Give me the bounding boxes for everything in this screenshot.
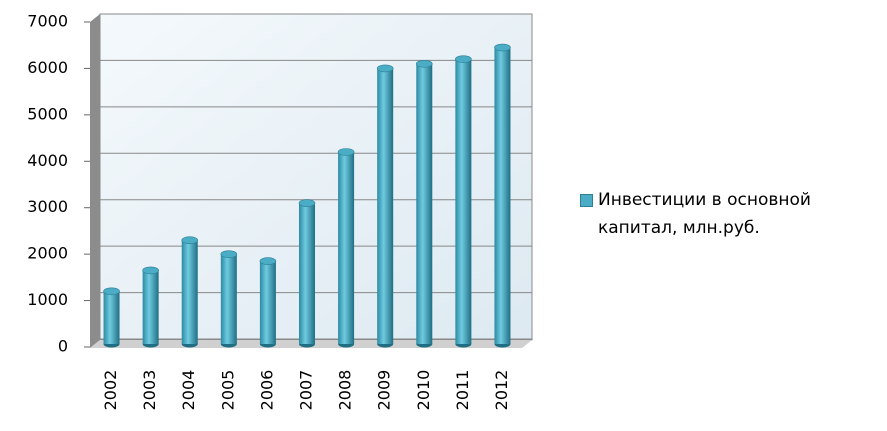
bar-cap [103, 287, 120, 296]
bar [259, 261, 276, 344]
x-tick-label: 2012 [492, 370, 511, 411]
x-tick-label: 2004 [179, 370, 198, 411]
bar [416, 63, 433, 345]
bar-cap [376, 64, 394, 73]
y-tick-label: 6000 [27, 58, 68, 77]
bar [299, 203, 315, 344]
bar [377, 68, 394, 344]
x-tick-label: 2010 [414, 370, 433, 411]
bar-cap [220, 250, 238, 258]
legend-label: Инвестиции в основной капитал, млн.руб. [598, 190, 811, 238]
bar [338, 152, 355, 344]
x-tick-label: 2006 [257, 370, 276, 411]
bar-cap [337, 148, 355, 156]
x-tick-label: 2008 [336, 370, 355, 411]
x-tick-label: 2009 [375, 370, 394, 411]
x-tick-label: 2002 [101, 370, 120, 411]
y-tick-label: 5000 [27, 104, 68, 123]
x-tick-label: 2003 [140, 370, 159, 411]
bar-cap [181, 236, 199, 245]
bar [220, 254, 237, 344]
x-tick-label: 2007 [297, 370, 316, 411]
bar [181, 240, 198, 344]
bar-cap [259, 257, 277, 265]
bar-cap [298, 199, 316, 207]
legend: Инвестиции в основной капитал, млн.руб. [580, 186, 870, 242]
x-tick-label: 2011 [453, 370, 472, 411]
bar-cap [494, 43, 511, 52]
bar-cap [415, 59, 433, 68]
y-tick-label: 3000 [27, 197, 68, 216]
bar [455, 59, 472, 345]
bar [142, 270, 159, 344]
bar [494, 47, 511, 345]
y-tick-label: 2000 [27, 244, 68, 263]
bar-cap [142, 266, 159, 275]
bar-cap [455, 55, 472, 63]
bar [103, 291, 120, 344]
y-tick-label: 1000 [27, 290, 68, 309]
y-tick-label: 4000 [27, 151, 68, 170]
y-tick-label: 7000 [27, 12, 68, 31]
side-wall [90, 14, 100, 348]
y-tick-label: 0 [58, 337, 68, 356]
legend-swatch [580, 194, 593, 207]
x-tick-label: 2005 [218, 370, 237, 411]
